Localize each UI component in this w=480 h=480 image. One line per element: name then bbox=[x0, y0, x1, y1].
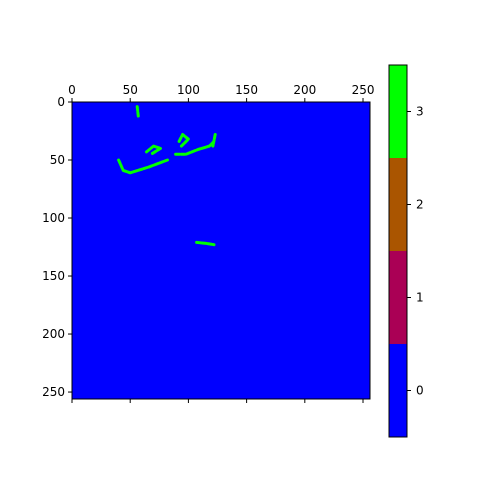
y-tick-label: 200 bbox=[42, 327, 65, 341]
y-tick-label: 100 bbox=[42, 211, 65, 225]
y-tick-label: 50 bbox=[50, 153, 65, 167]
plot-background bbox=[72, 102, 370, 399]
heat-segment-3 bbox=[177, 133, 190, 148]
heat-segment-5 bbox=[211, 133, 217, 148]
colorbar-tick-label: 3 bbox=[416, 105, 424, 119]
colorbar-segment-1 bbox=[389, 251, 407, 344]
colorbar-frame bbox=[388, 64, 408, 438]
x-axis: 0 50 100 150 200 250 bbox=[68, 83, 374, 403]
colorbar: 0 1 2 3 bbox=[388, 64, 424, 438]
heat-segment-1 bbox=[117, 158, 169, 175]
x-tick-label: 250 bbox=[352, 83, 375, 97]
colorbar-tick-label: 2 bbox=[416, 198, 424, 212]
x-tick-label: 0 bbox=[68, 83, 76, 97]
y-tick-label: 0 bbox=[57, 95, 65, 109]
x-tick-label: 100 bbox=[177, 83, 200, 97]
y-tick-label: 150 bbox=[42, 269, 65, 283]
heat-segment-6 bbox=[195, 240, 216, 247]
x-tick-label: 50 bbox=[123, 83, 138, 97]
colorbar-tick-label: 0 bbox=[416, 384, 424, 398]
heat-segment-4 bbox=[174, 141, 215, 156]
colorbar-segment-0 bbox=[389, 344, 407, 437]
y-tick-label: 250 bbox=[42, 385, 65, 399]
colorbar-tick-label: 1 bbox=[416, 291, 424, 305]
plot-frame bbox=[71, 101, 371, 400]
colorbar-segment-3 bbox=[389, 65, 407, 158]
colorbar-segment-2 bbox=[389, 158, 407, 251]
heat-segment-2 bbox=[145, 144, 162, 156]
x-tick-label: 150 bbox=[235, 83, 258, 97]
heat-segment-0 bbox=[135, 105, 140, 119]
x-tick-label: 200 bbox=[293, 83, 316, 97]
heatmap-marks bbox=[117, 105, 217, 247]
y-axis: 0 50 100 150 200 250 bbox=[42, 95, 72, 399]
